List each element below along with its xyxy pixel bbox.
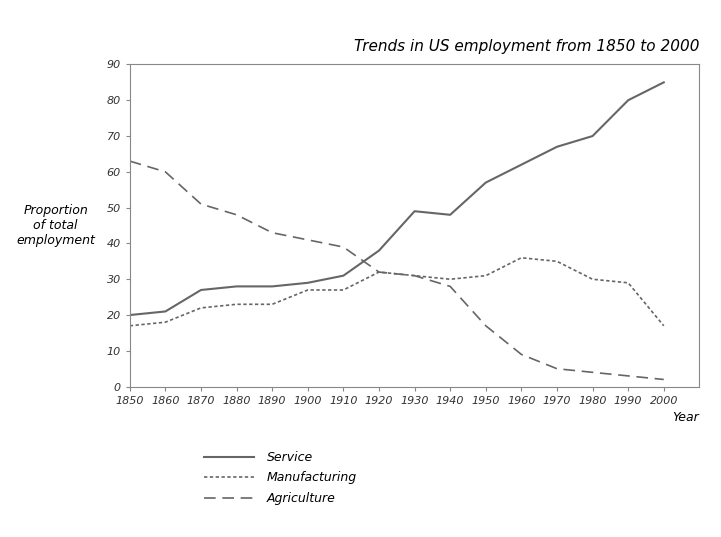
Agriculture — [588, 369, 597, 375]
Text: Proportion
of total
employment: Proportion of total employment — [17, 204, 95, 247]
Agriculture — [410, 272, 419, 279]
Text: Trends in US employment from 1850 to 2000: Trends in US employment from 1850 to 200… — [354, 39, 699, 54]
Manufacturing — [482, 272, 490, 279]
Manufacturing — [232, 301, 241, 308]
Agriculture — [624, 373, 632, 379]
Agriculture — [660, 376, 668, 383]
Manufacturing — [624, 280, 632, 286]
X-axis label: Year: Year — [673, 411, 699, 424]
Manufacturing — [197, 304, 205, 311]
Manufacturing — [410, 272, 419, 279]
Service — [517, 162, 526, 168]
Line: Manufacturing: Manufacturing — [130, 258, 664, 326]
Agriculture — [446, 283, 454, 289]
Manufacturing — [588, 276, 597, 282]
Service — [552, 143, 561, 150]
Agriculture — [125, 158, 134, 164]
Manufacturing — [339, 287, 348, 293]
Service — [660, 79, 668, 85]
Agriculture — [197, 201, 205, 207]
Service — [125, 312, 134, 318]
Service — [304, 280, 312, 286]
Manufacturing — [517, 255, 526, 261]
Service — [588, 133, 597, 139]
Manufacturing — [125, 323, 134, 329]
Legend: Service, Manufacturing, Agriculture: Service, Manufacturing, Agriculture — [204, 451, 357, 505]
Service — [161, 308, 169, 315]
Service — [375, 248, 384, 254]
Agriculture — [375, 269, 384, 275]
Manufacturing — [375, 269, 384, 275]
Manufacturing — [304, 287, 312, 293]
Agriculture — [232, 212, 241, 218]
Agriculture — [161, 169, 169, 175]
Manufacturing — [161, 319, 169, 325]
Line: Service: Service — [130, 82, 664, 315]
Manufacturing — [660, 323, 668, 329]
Service — [624, 97, 632, 104]
Agriculture — [552, 366, 561, 372]
Line: Agriculture: Agriculture — [130, 161, 664, 380]
Service — [197, 287, 205, 293]
Service — [232, 283, 241, 289]
Agriculture — [482, 323, 490, 329]
Manufacturing — [552, 258, 561, 265]
Service — [339, 272, 348, 279]
Agriculture — [267, 229, 276, 236]
Service — [410, 208, 419, 214]
Agriculture — [517, 351, 526, 358]
Manufacturing — [446, 276, 454, 282]
Service — [482, 179, 490, 186]
Agriculture — [339, 244, 348, 250]
Service — [267, 283, 276, 289]
Manufacturing — [267, 301, 276, 308]
Agriculture — [304, 237, 312, 243]
Service — [446, 212, 454, 218]
